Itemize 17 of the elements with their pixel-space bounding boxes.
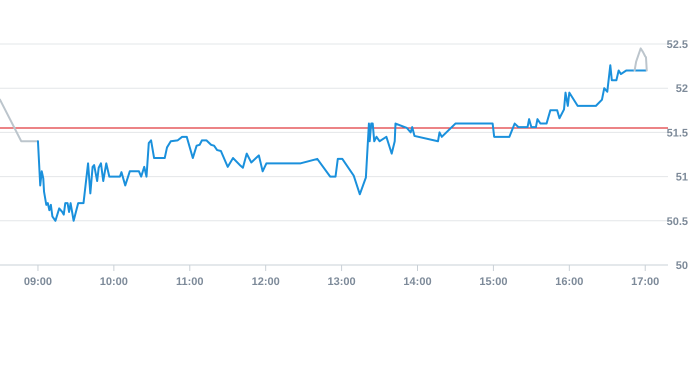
y-tick-label: 51.5	[666, 127, 688, 140]
y-tick-label: 50	[676, 260, 688, 272]
x-tick-label: 12:00	[252, 276, 280, 288]
y-tick-label: 52	[676, 83, 688, 96]
y-tick-label: 52.5	[666, 39, 688, 51]
y-tick-label: 51	[676, 172, 688, 184]
x-tick-label: 10:00	[100, 276, 128, 288]
y-tick-label: 50.5	[666, 216, 688, 228]
x-tick-label: 15:00	[479, 276, 508, 288]
x-tick-label: 16:00	[555, 276, 584, 288]
x-tick-label: 09:00	[24, 276, 52, 288]
x-tick-label: 11:00	[176, 276, 204, 288]
line-series	[634, 47, 648, 72]
x-tick-label: 17:00	[631, 276, 660, 288]
line-series	[36, 64, 647, 222]
x-tick-label: 14:00	[403, 276, 432, 288]
x-tick-label: 13:00	[328, 276, 356, 288]
